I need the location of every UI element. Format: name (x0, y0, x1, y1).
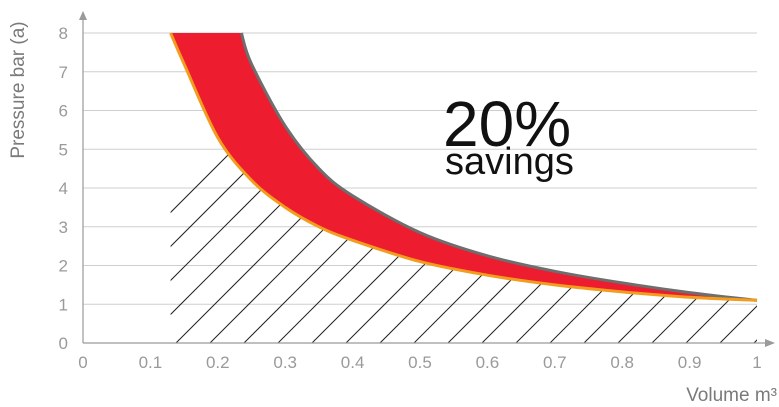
x-tick-label-0.1: 0.1 (139, 353, 163, 372)
x-tick-label-1: 1 (752, 353, 761, 372)
x-tick-label-0.7: 0.7 (543, 353, 567, 372)
x-axis-title: Volume m³ (686, 385, 777, 406)
y-tick-label-4: 4 (59, 179, 68, 198)
x-tick-label-0.9: 0.9 (678, 353, 702, 372)
y-tick-labels: 0 1 2 3 4 5 6 7 8 (59, 24, 68, 353)
savings-area (170, 33, 758, 301)
y-tick-label-5: 5 (59, 140, 68, 159)
y-tick-label-3: 3 (59, 218, 68, 237)
x-axis-arrow (765, 339, 775, 347)
y-tick-label-0: 0 (59, 334, 68, 353)
hatch-line (719, 102, 758, 343)
x-tick-label-0.3: 0.3 (273, 353, 297, 372)
series-upper-curve (239, 32, 758, 302)
hatch-line (753, 102, 758, 343)
grid-lines (83, 32, 757, 305)
x-tick-label-0.6: 0.6 (476, 353, 500, 372)
hatched-area (170, 102, 758, 343)
series-lower-curve (169, 32, 758, 302)
x-tick-label-0.5: 0.5 (408, 353, 432, 372)
y-axis-title: Pressure bar (a) (8, 21, 29, 158)
x-tick-label-0.2: 0.2 (206, 353, 230, 372)
y-tick-label-6: 6 (59, 102, 68, 121)
x-tick-label-0.4: 0.4 (341, 353, 365, 372)
hatch-line (583, 102, 758, 343)
y-axis-arrow (79, 11, 87, 20)
savings-percent: 20% (443, 88, 571, 160)
hatch-line (685, 102, 758, 343)
hatch-line (617, 102, 758, 343)
y-tick-label-7: 7 (59, 63, 68, 82)
savings-label: savings (445, 141, 574, 183)
y-tick-label-8: 8 (59, 24, 68, 43)
hatch-line (549, 102, 758, 343)
x-tick-labels: 0 0.1 0.2 0.3 0.4 0.5 0.6 0.7 0.8 0.9 1 (78, 353, 761, 372)
axes (79, 11, 775, 347)
y-tick-label-2: 2 (59, 257, 68, 276)
x-tick-label-0: 0 (78, 353, 87, 372)
x-tick-label-0.8: 0.8 (610, 353, 634, 372)
hatch-line (651, 102, 758, 343)
y-tick-label-1: 1 (59, 295, 68, 314)
